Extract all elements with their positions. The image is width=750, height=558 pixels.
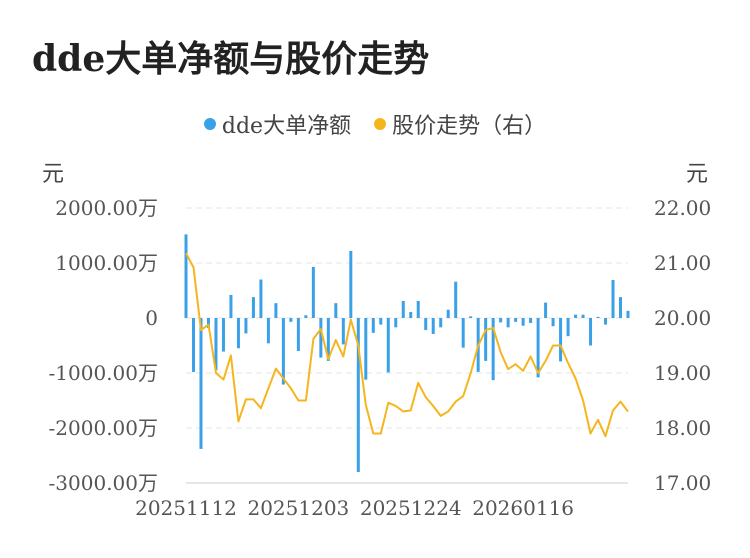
bar (536, 318, 540, 378)
legend: dde大单净额 股价走势（右） (0, 108, 750, 140)
bar (289, 318, 293, 322)
bar (431, 318, 435, 334)
bar (559, 318, 563, 362)
bar (221, 318, 225, 352)
chart-title: dde大单净额与股价走势 (32, 38, 430, 80)
bar (274, 303, 278, 318)
bar (551, 318, 555, 327)
bar (364, 318, 368, 380)
x-tick-label: 20251112 (135, 496, 237, 520)
bar (236, 318, 240, 349)
x-tick-label: 20260116 (472, 496, 574, 520)
bar (394, 318, 398, 328)
right-tick-label: 17.00 (654, 471, 711, 495)
right-tick-label: 18.00 (654, 416, 711, 440)
bar (341, 318, 345, 345)
bar (446, 309, 450, 318)
bar (499, 318, 503, 323)
bar (506, 318, 510, 328)
bar (484, 318, 488, 361)
bar (596, 316, 600, 318)
bar (214, 318, 218, 371)
bar (604, 318, 608, 325)
bar (319, 318, 323, 358)
legend-item-line[interactable]: 股价走势（右） (374, 108, 546, 140)
bar (259, 279, 263, 318)
bar (514, 318, 518, 322)
bar (439, 318, 443, 328)
legend-label-line: 股价走势（右） (392, 114, 547, 139)
bar (386, 318, 390, 373)
right-tick-label: 21.00 (654, 251, 711, 275)
legend-marker-bar (203, 118, 216, 130)
bar (371, 318, 375, 333)
bar (199, 318, 203, 449)
bar (589, 318, 593, 346)
left-tick-label: -3000.00万 (49, 471, 158, 495)
bar (544, 302, 548, 318)
bar (229, 294, 233, 318)
right-axis-unit: 元 (685, 162, 708, 187)
bar (401, 300, 405, 318)
bar (191, 318, 195, 372)
right-tick-label: 22.00 (654, 196, 711, 220)
bar (251, 297, 255, 318)
bar (326, 318, 330, 361)
bar (619, 297, 623, 318)
bar (416, 300, 420, 318)
legend-label-bar: dde大单净额 (221, 114, 352, 139)
bar (304, 315, 308, 318)
line-series (185, 252, 629, 438)
right-axis: 22.00 21.00 20.00 19.00 18.00 17.00 (654, 196, 711, 495)
bar (244, 318, 248, 334)
bar (334, 303, 338, 318)
right-tick-label: 19.00 (654, 361, 711, 385)
bar (184, 234, 188, 318)
bar (409, 311, 413, 318)
bar (266, 318, 270, 344)
legend-item-bar[interactable]: dde大单净额 (203, 108, 352, 140)
left-tick-label: 1000.00万 (55, 251, 158, 275)
bar (461, 318, 465, 348)
grid-lines (186, 207, 628, 484)
bar (521, 318, 525, 326)
x-axis: 20251112 20251203 20251224 20260116 (135, 496, 574, 520)
bar (281, 318, 285, 385)
bar (454, 281, 458, 318)
left-tick-label: -1000.00万 (49, 361, 158, 385)
bar (574, 314, 578, 318)
x-tick-label: 20251203 (247, 496, 349, 520)
bar (581, 314, 585, 318)
left-tick-label: -2000.00万 (49, 416, 158, 440)
bar (356, 318, 360, 472)
bar (529, 318, 533, 323)
bar (349, 250, 353, 318)
bar (491, 318, 495, 381)
bar (566, 318, 570, 337)
bar (424, 318, 428, 331)
left-axis-unit: 元 (42, 162, 65, 187)
bar (296, 318, 300, 351)
bar (469, 316, 473, 318)
left-axis: 2000.00万 1000.00万 0 -1000.00万 -2000.00万 -3000… (49, 196, 158, 495)
left-tick-label: 0 (145, 306, 158, 330)
right-tick-label: 20.00 (654, 306, 711, 330)
left-tick-label: 2000.00万 (55, 196, 158, 220)
bar (626, 310, 630, 318)
bar-series (184, 234, 630, 472)
bar (206, 318, 210, 328)
bar (379, 318, 383, 325)
bar (311, 266, 315, 318)
bar (611, 280, 615, 318)
x-tick-label: 20251224 (360, 496, 462, 520)
legend-marker-line (374, 118, 387, 130)
price-line (185, 252, 629, 438)
